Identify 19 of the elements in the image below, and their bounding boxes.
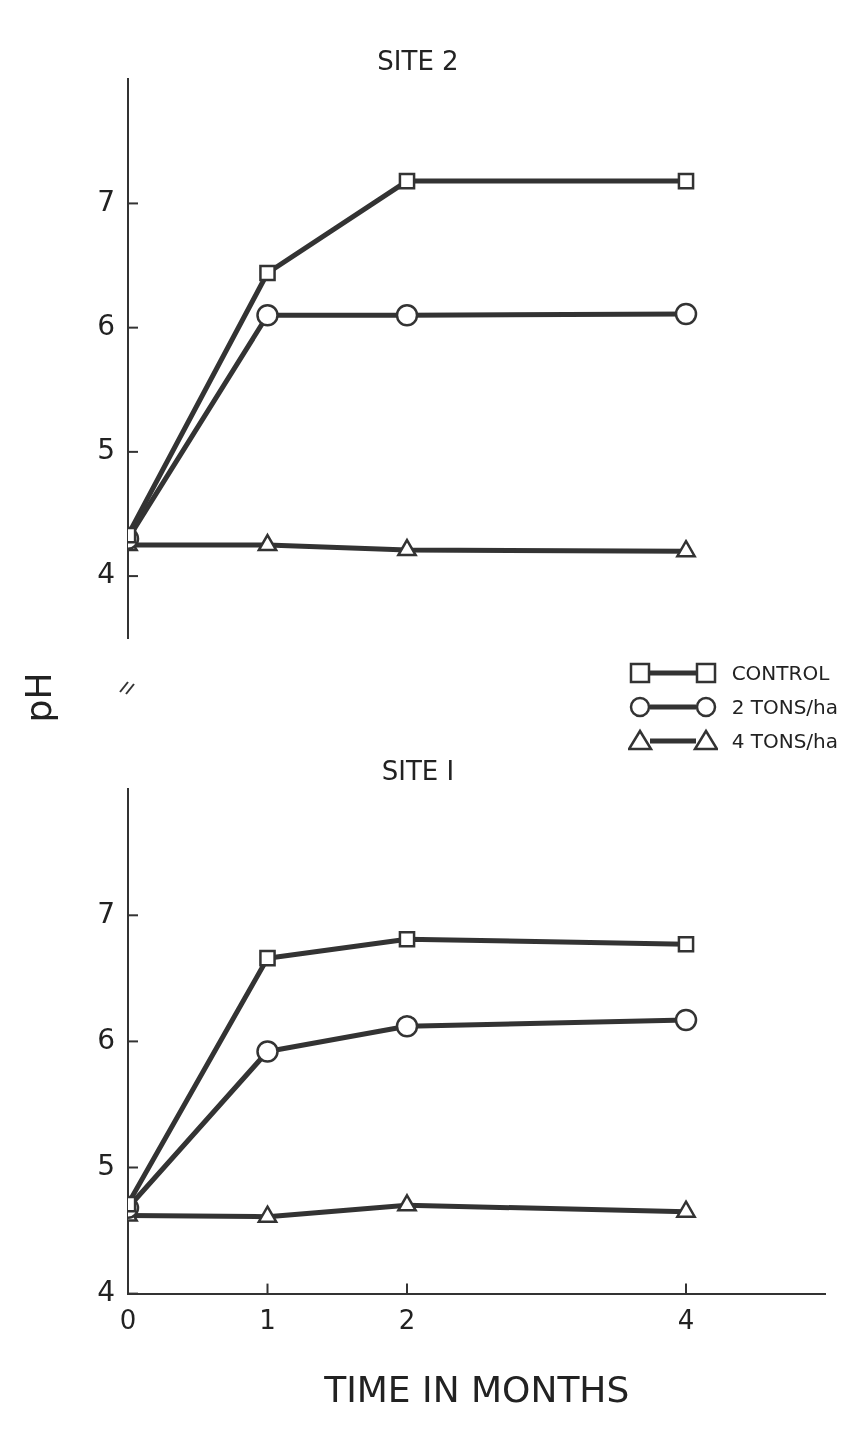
y-tick-label: 5 (97, 433, 115, 467)
x-tick-label: 1 (259, 1304, 276, 1335)
x-axis-title: TIME IN MONTHS (323, 1368, 630, 1410)
y-tick-label: 7 (97, 184, 115, 218)
y-tick-label: 7 (97, 896, 115, 930)
x-tick-label: 4 (677, 1304, 695, 1335)
legend-label: 2 TONS/ha (731, 695, 838, 719)
chart-title: SITE 2 (377, 46, 459, 77)
y-tick-label: 4 (97, 1274, 115, 1308)
chart-title: SITE I (381, 756, 455, 787)
y-tick-label: 6 (97, 1022, 115, 1056)
y-axis-title: pH (17, 671, 59, 725)
x-tick-label: 0 (119, 1304, 137, 1335)
y-tick-label: 6 (97, 308, 115, 342)
legend-label: 4 TONS/ha (731, 729, 838, 753)
x-tick-label: 2 (398, 1304, 416, 1335)
y-tick-label: 5 (97, 1148, 115, 1182)
y-tick-label: 4 (97, 557, 115, 591)
legend-label: CONTROL (731, 661, 830, 685)
